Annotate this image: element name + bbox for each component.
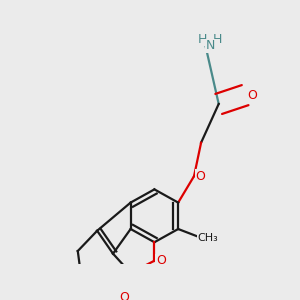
- Text: O: O: [119, 291, 129, 300]
- Text: H: H: [213, 33, 222, 46]
- Text: O: O: [156, 254, 166, 267]
- Text: N: N: [206, 39, 215, 52]
- Text: O: O: [247, 88, 257, 102]
- Text: H: H: [198, 33, 208, 46]
- Text: CH₃: CH₃: [197, 233, 218, 243]
- Text: O: O: [196, 170, 206, 183]
